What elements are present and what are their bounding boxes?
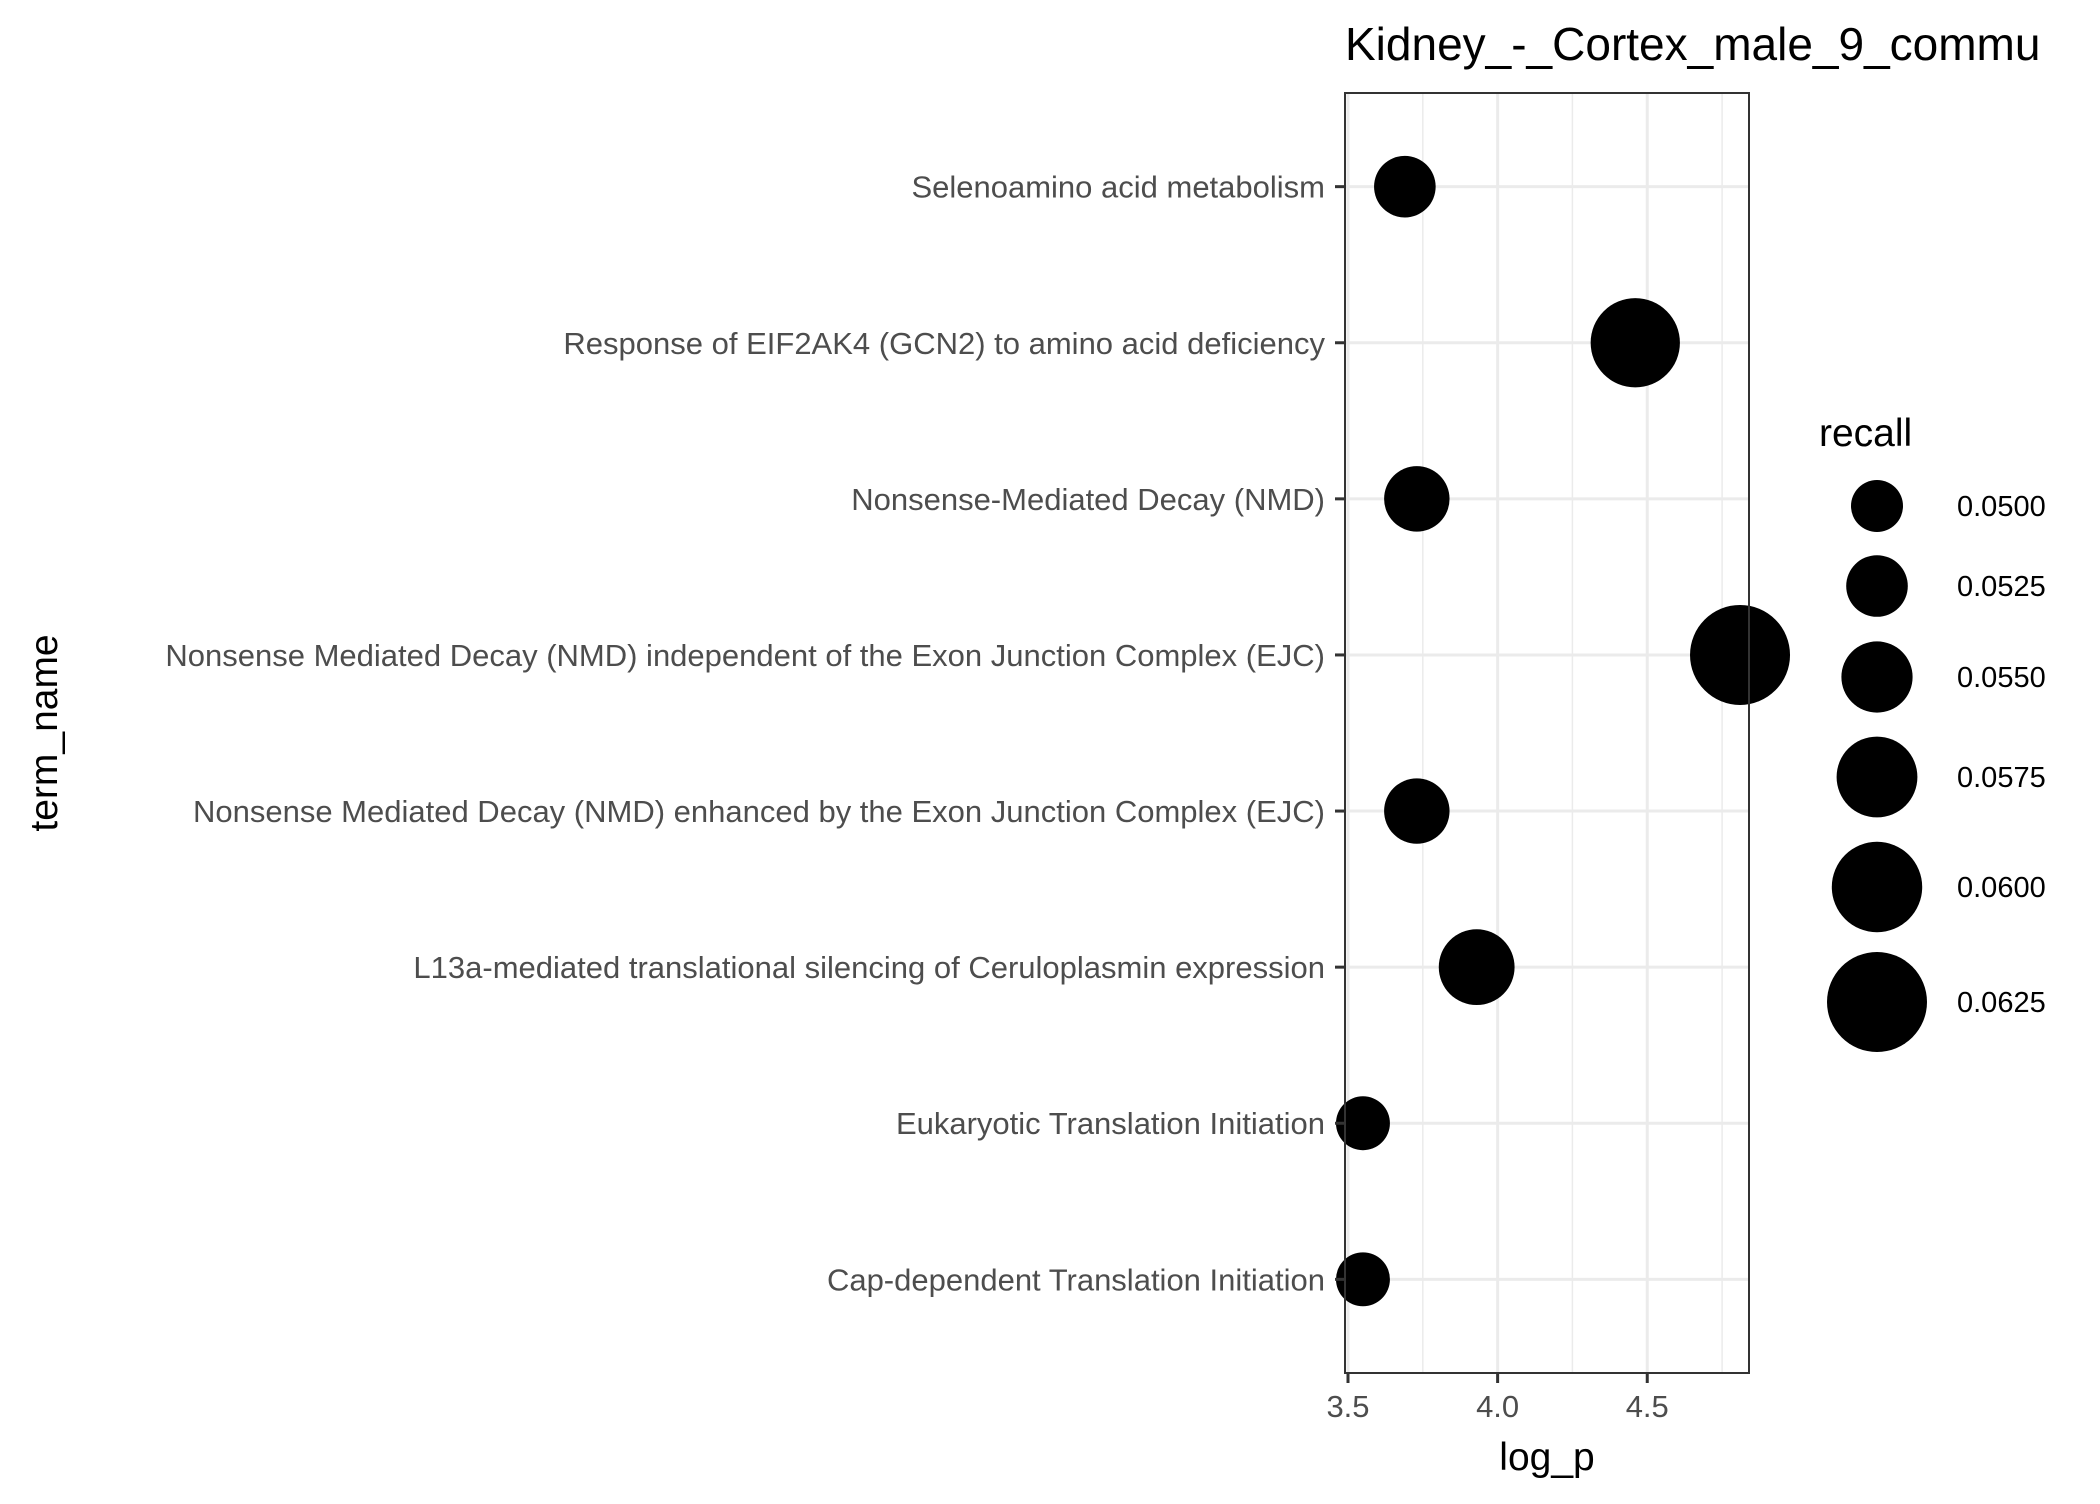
x-tick-label-1: 4.0 — [1476, 1389, 1519, 1424]
y-tick-label-0: Selenoamino acid metabolism — [911, 170, 1325, 205]
y-tick-label-4: Nonsense Mediated Decay (NMD) enhanced b… — [193, 794, 1325, 829]
legend-label-3: 0.0575 — [1957, 762, 2046, 794]
data-point-2 — [1384, 466, 1450, 532]
y-tick-label-1: Response of EIF2AK4 (GCN2) to amino acid… — [563, 326, 1325, 361]
chart-title: Kidney_-_Cortex_male_9_commu — [1345, 18, 2040, 70]
panel-border — [1344, 92, 1750, 1374]
legend-key-3 — [1836, 736, 1918, 818]
data-point-7 — [1335, 1252, 1390, 1307]
y-axis: Selenoamino acid metabolism Response of E… — [165, 170, 1345, 1297]
legend-label-4: 0.0600 — [1957, 872, 2046, 904]
x-tick-label-0: 3.5 — [1326, 1389, 1369, 1424]
legend-label-2: 0.0550 — [1957, 662, 2046, 694]
data-points — [1335, 155, 1791, 1307]
legend-key-0 — [1851, 480, 1903, 532]
y-tick-label-2: Nonsense-Mediated Decay (NMD) — [851, 482, 1325, 517]
y-axis-title: term_name — [23, 634, 66, 831]
y-tick-label-3: Nonsense Mediated Decay (NMD) independen… — [165, 638, 1325, 673]
legend-label-1: 0.0525 — [1957, 571, 2046, 603]
y-tick-label-6: Eukaryotic Translation Initiation — [896, 1106, 1325, 1141]
legend-label-0: 0.0500 — [1957, 491, 2046, 523]
data-point-5 — [1438, 929, 1515, 1006]
legend: recall 0.0500 0.0525 0.0550 0.0575 0.0600 0.0… — [1819, 412, 2046, 1052]
y-tick-label-5: L13a-mediated translational silencing of… — [413, 950, 1325, 985]
legend-label-5: 0.0625 — [1957, 987, 2046, 1019]
data-point-1 — [1590, 298, 1680, 388]
data-point-6 — [1335, 1096, 1390, 1151]
data-point-4 — [1384, 778, 1450, 844]
legend-key-1 — [1846, 555, 1908, 617]
legend-key-2 — [1841, 641, 1913, 713]
legend-title: recall — [1819, 412, 1912, 455]
legend-key-4 — [1831, 841, 1923, 933]
data-point-3 — [1690, 604, 1791, 705]
x-axis: 3.5 4.0 4.5 — [1326, 1373, 1669, 1424]
data-point-0 — [1374, 155, 1436, 218]
x-axis-title: log_p — [1499, 1436, 1594, 1479]
legend-key-5 — [1827, 952, 1927, 1052]
y-tick-label-7: Cap-dependent Translation Initiation — [827, 1262, 1325, 1297]
x-tick-label-2: 4.5 — [1626, 1389, 1669, 1424]
